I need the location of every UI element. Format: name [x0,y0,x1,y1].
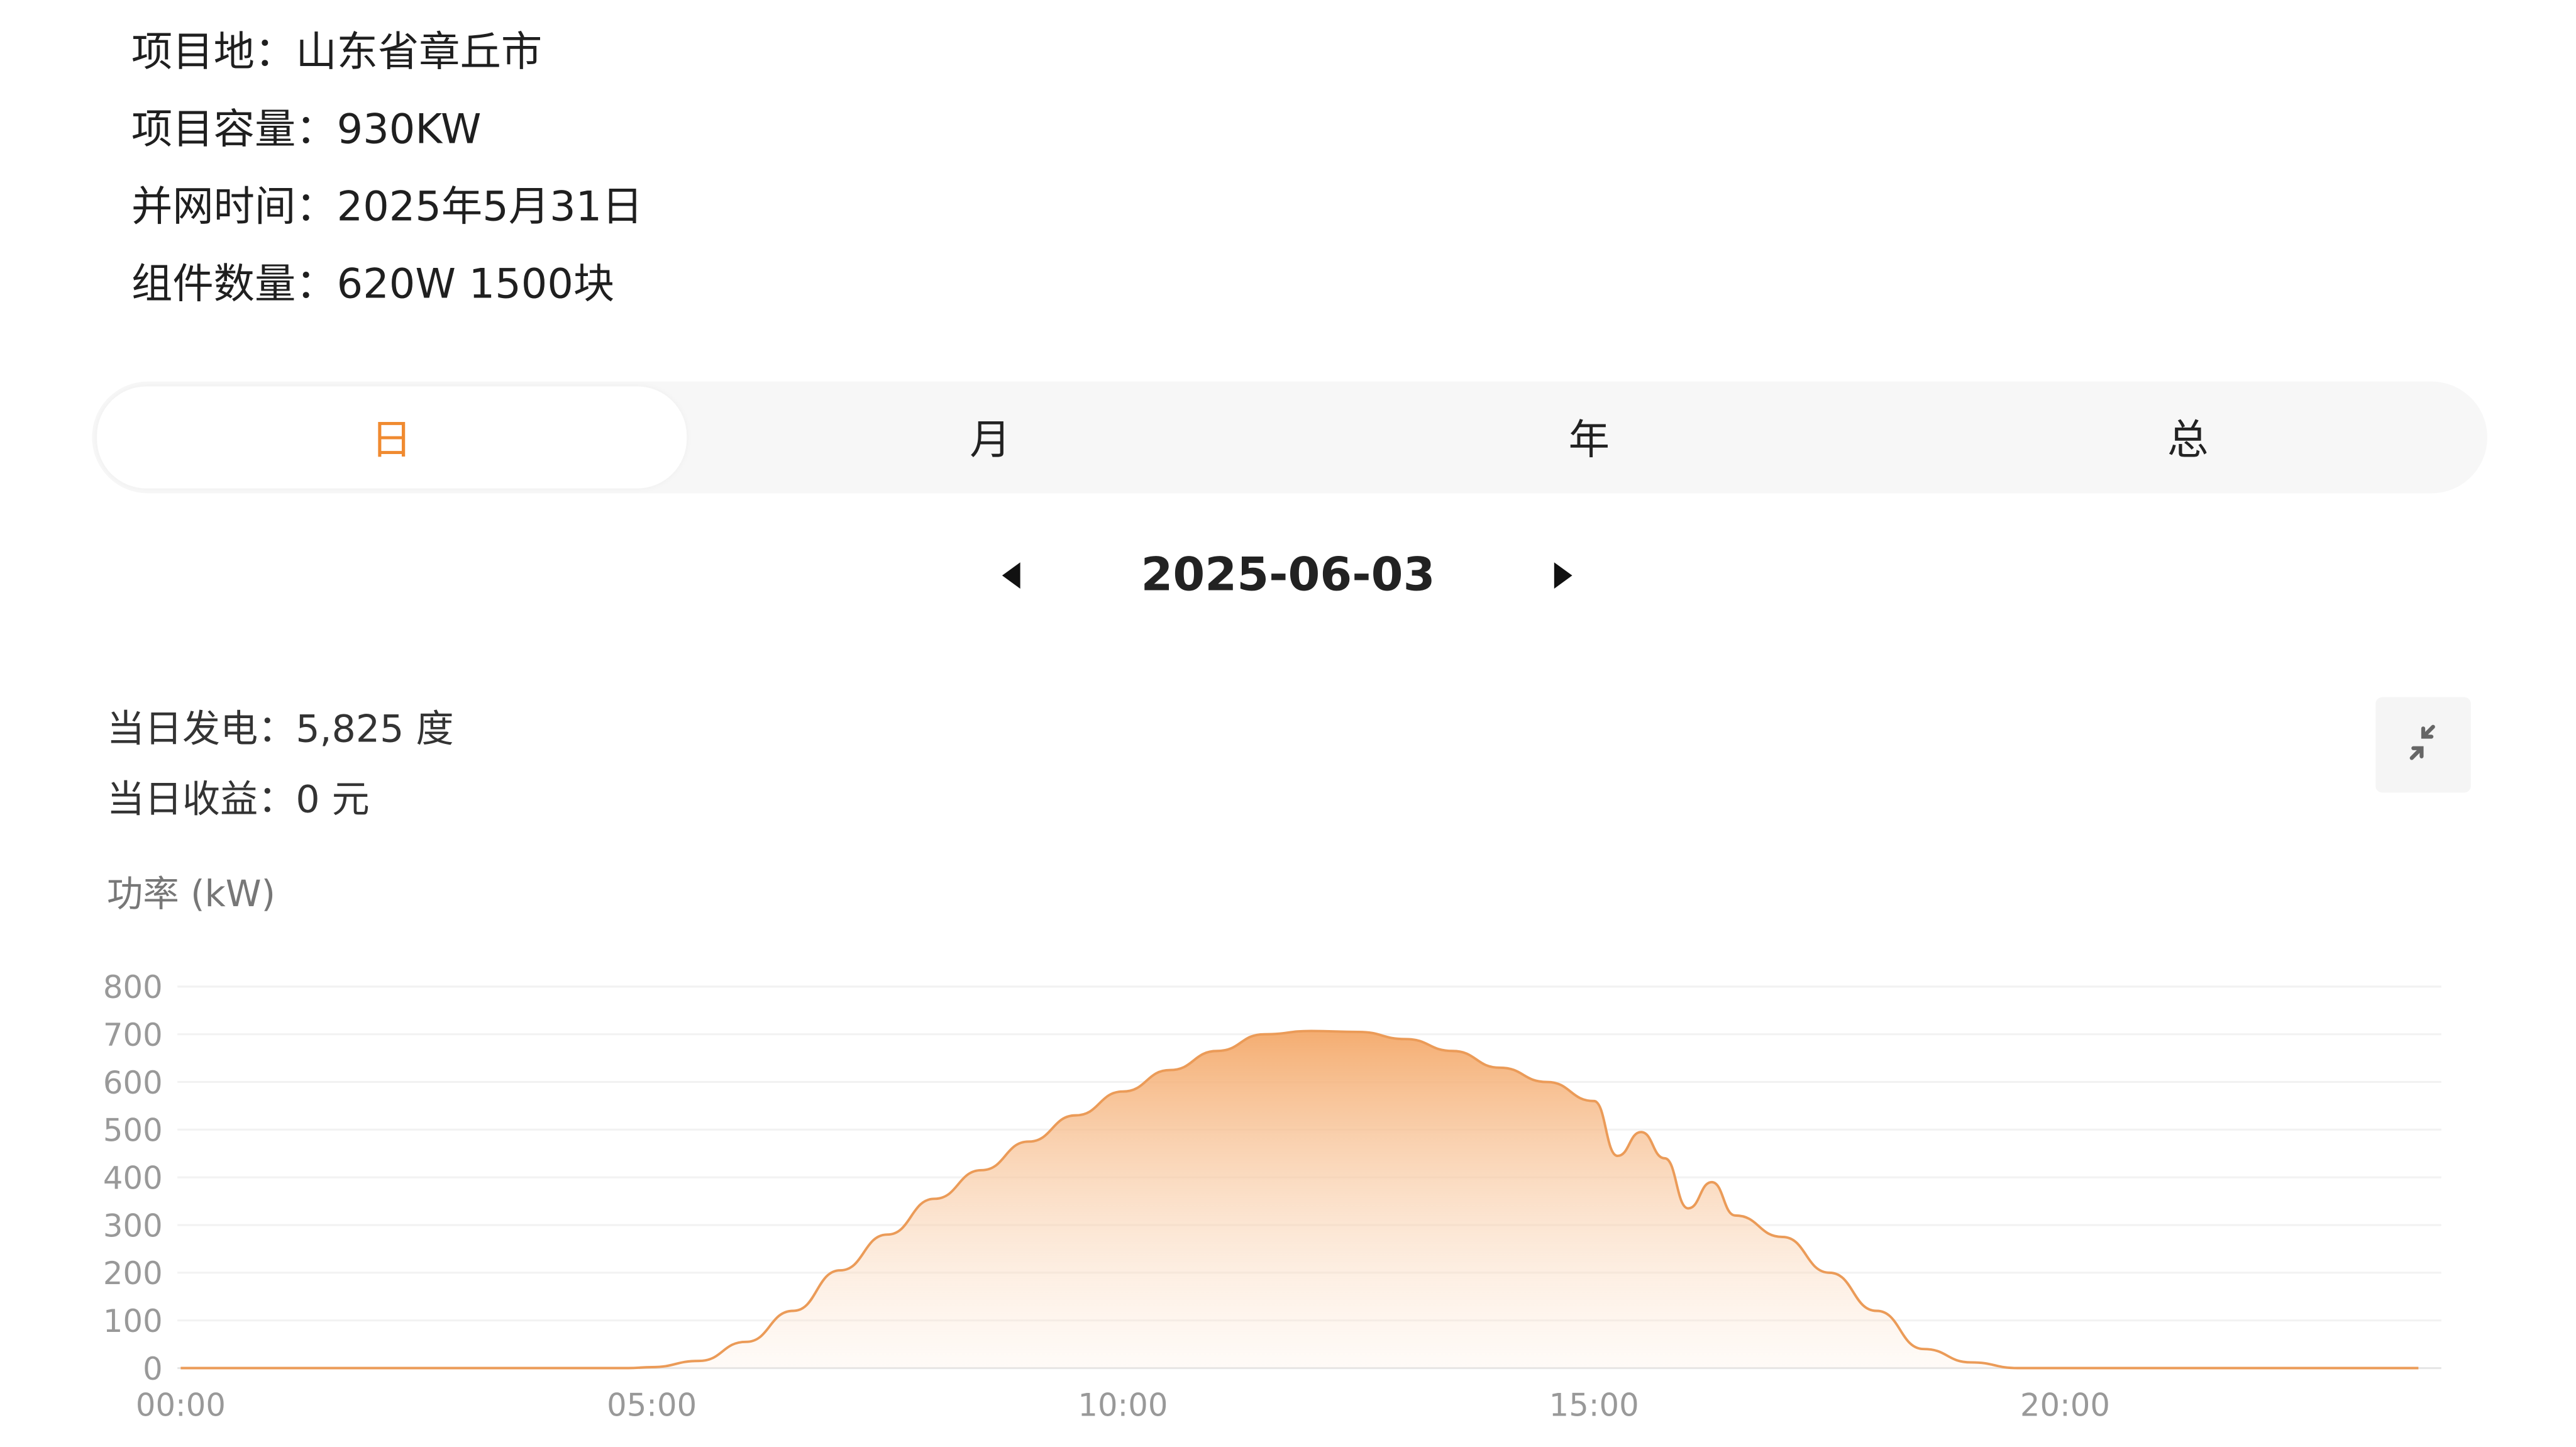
y-tick-label: 300 [103,1207,163,1244]
daily-revenue: 当日收益：0 元 [106,779,370,823]
current-date: 2025-06-03 [1141,547,1435,602]
grid-connection-date: 并网时间：2025年5月31日 [131,182,643,231]
y-tick-label: 400 [103,1160,163,1196]
x-tick-label: 05:00 [607,1387,697,1423]
x-tick-label: 15:00 [1549,1387,1639,1423]
x-tick-label: 00:00 [136,1387,226,1423]
y-tick-label: 200 [103,1255,163,1292]
module-count: 组件数量：620W 1500块 [131,260,615,308]
daily-generation: 当日发电：5,825 度 [106,708,454,751]
tab-day[interactable]: 日 [97,386,686,489]
power-area [180,1031,2419,1368]
y-tick-label: 500 [103,1112,163,1149]
next-date-triangle-right-icon[interactable] [1554,562,1573,589]
tab-total[interactable]: 总 [2167,416,2209,464]
period-tabs: 日 月 年 总 [92,381,2487,494]
y-axis-label: 功率 (kW) [106,875,276,916]
power-line [180,1029,2419,1370]
collapse-button[interactable] [2375,697,2471,793]
y-tick-label: 100 [103,1303,163,1339]
power-chart: 0 100 200 300 400 500 600 700 800 00:00 05:00 10:00… [103,969,2441,1423]
y-tick-label: 700 [103,1017,163,1053]
collapse-arrows-icon [2409,724,2435,760]
y-tick-label: 0 [143,1351,163,1387]
date-navigator: 2025-06-03 [0,543,2576,615]
y-tick-label: 800 [103,969,163,1006]
project-location: 项目地：山东省章丘市 [131,28,543,76]
tab-month[interactable]: 月 [970,416,1011,464]
x-tick-label: 20:00 [2020,1387,2110,1423]
project-capacity: 项目容量：930KW [131,105,482,153]
y-tick-label: 600 [103,1065,163,1101]
tab-year[interactable]: 年 [1568,416,1610,464]
prev-date-triangle-left-icon[interactable] [1002,562,1020,589]
x-tick-label: 10:00 [1078,1387,1168,1423]
